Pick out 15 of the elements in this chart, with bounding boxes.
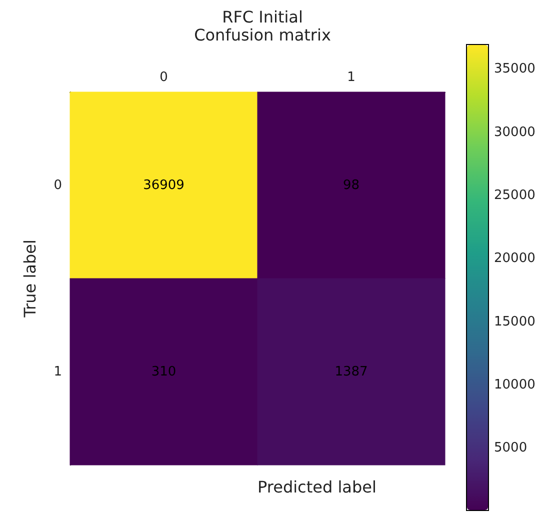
color-bar-label: 20000 <box>494 251 536 266</box>
color-bar-label: 10000 <box>494 377 536 392</box>
data-label: 1387 <box>334 364 368 380</box>
color-bar-label: 5000 <box>494 440 528 456</box>
chart-title: RFC Initial <box>222 8 303 26</box>
y-axis-title: True label <box>20 240 40 318</box>
chart-subtitle: Confusion matrix <box>194 26 331 44</box>
data-label: 310 <box>151 364 176 380</box>
color-bar-label: 25000 <box>494 188 536 203</box>
x-axis-title: Predicted label <box>258 478 376 496</box>
color-bar-label: 35000 <box>494 62 536 77</box>
data-label: 36909 <box>143 178 184 193</box>
data-label: 98 <box>342 178 360 193</box>
color-bar-label: 15000 <box>494 314 536 330</box>
color-bar-label: 30000 <box>494 124 536 140</box>
